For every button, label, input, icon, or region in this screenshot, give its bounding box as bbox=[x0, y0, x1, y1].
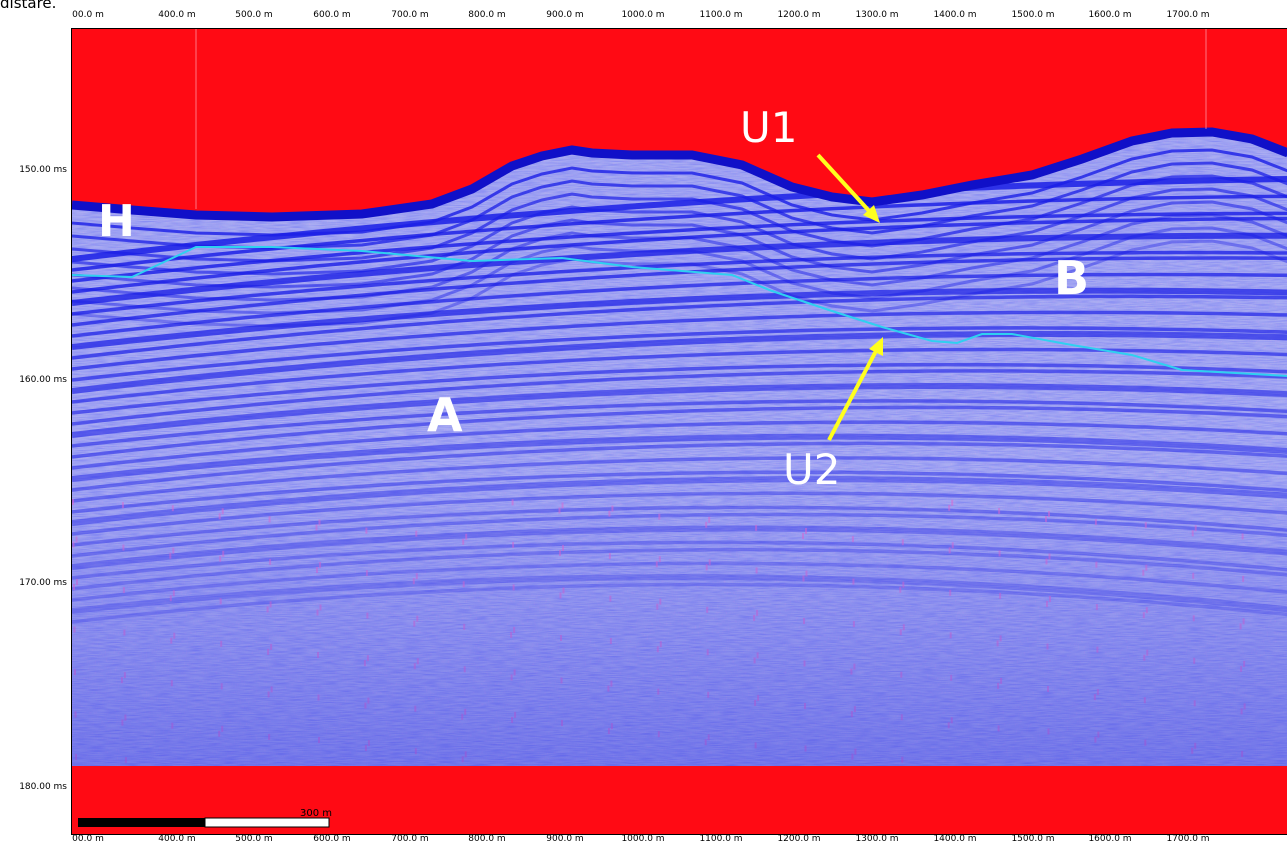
bottom-x-tick-label: 1300.0 m bbox=[855, 834, 899, 844]
top-x-tick-label: 1700.0 m bbox=[1166, 10, 1210, 20]
unit-label-h: H bbox=[98, 196, 135, 247]
bottom-x-tick-label: 800.0 m bbox=[468, 834, 506, 844]
top-x-tick-label: 1400.0 m bbox=[933, 10, 977, 20]
top-x-tick-label: 900.0 m bbox=[546, 10, 584, 20]
bottom-x-tick-label: 1400.0 m bbox=[933, 834, 977, 844]
bottom-x-tick-label: 1200.0 m bbox=[777, 834, 821, 844]
seismic-profile-panel: H A B U1 U2 300 m bbox=[71, 28, 1287, 835]
bottom-x-tick-label: 00.0 m bbox=[72, 834, 104, 844]
y-tick-label: 180.00 ms bbox=[19, 782, 67, 792]
bottom-x-tick-label: 1100.0 m bbox=[699, 834, 743, 844]
bottom-x-tick-label: 700.0 m bbox=[391, 834, 429, 844]
bottom-distance-axis: 00.0 m 400.0 m 500.0 m 600.0 m 700.0 m 800.0 … bbox=[0, 834, 1287, 852]
top-x-tick-label: 800.0 m bbox=[468, 10, 506, 20]
top-x-tick-label: 700.0 m bbox=[391, 10, 429, 20]
u1-arrow bbox=[816, 153, 880, 223]
scale-bar-label: 300 m bbox=[300, 808, 332, 819]
bottom-x-tick-label: 400.0 m bbox=[158, 834, 196, 844]
arrow-label-u2: U2 bbox=[783, 445, 840, 494]
bottom-x-tick-label: 900.0 m bbox=[546, 834, 584, 844]
top-x-tick-label: 1000.0 m bbox=[621, 10, 665, 20]
top-distance-axis: 00.0 m 400.0 m 500.0 m 600.0 m 700.0 m 800.0 … bbox=[0, 10, 1287, 28]
bottom-x-tick-label: 1000.0 m bbox=[621, 834, 665, 844]
top-x-tick-label: 400.0 m bbox=[158, 10, 196, 20]
y-tick-label: 160.00 ms bbox=[19, 375, 67, 385]
top-x-tick-label: 1300.0 m bbox=[855, 10, 899, 20]
top-x-tick-label: 1500.0 m bbox=[1011, 10, 1055, 20]
seabed-reflector bbox=[72, 127, 1287, 222]
bottom-x-tick-label: 1700.0 m bbox=[1166, 834, 1210, 844]
corner-caption-text: distare. bbox=[0, 0, 57, 12]
unit-label-a: A bbox=[427, 388, 463, 442]
bottom-x-tick-label: 1500.0 m bbox=[1011, 834, 1055, 844]
top-x-tick-label: 1600.0 m bbox=[1088, 10, 1132, 20]
top-x-tick-label: 00.0 m bbox=[72, 10, 104, 20]
u2-arrow bbox=[827, 337, 883, 441]
scale-bar: 300 m bbox=[78, 808, 332, 828]
top-x-tick-label: 500.0 m bbox=[235, 10, 273, 20]
top-x-tick-label: 1100.0 m bbox=[699, 10, 743, 20]
bottom-x-tick-label: 600.0 m bbox=[313, 834, 351, 844]
top-x-tick-label: 600.0 m bbox=[313, 10, 351, 20]
top-x-tick-label: 1200.0 m bbox=[777, 10, 821, 20]
seismic-section-image: H A B U1 U2 300 m bbox=[72, 29, 1287, 834]
interpreted-horizon-line bbox=[72, 246, 1287, 377]
sediment-body bbox=[72, 132, 1287, 766]
bottom-x-tick-label: 500.0 m bbox=[235, 834, 273, 844]
arrow-label-u1: U1 bbox=[740, 103, 797, 152]
y-tick-label: 150.00 ms bbox=[19, 165, 67, 175]
bottom-x-tick-label: 1600.0 m bbox=[1088, 834, 1132, 844]
y-tick-label: 170.00 ms bbox=[19, 578, 67, 588]
unit-label-b: B bbox=[1054, 251, 1089, 305]
